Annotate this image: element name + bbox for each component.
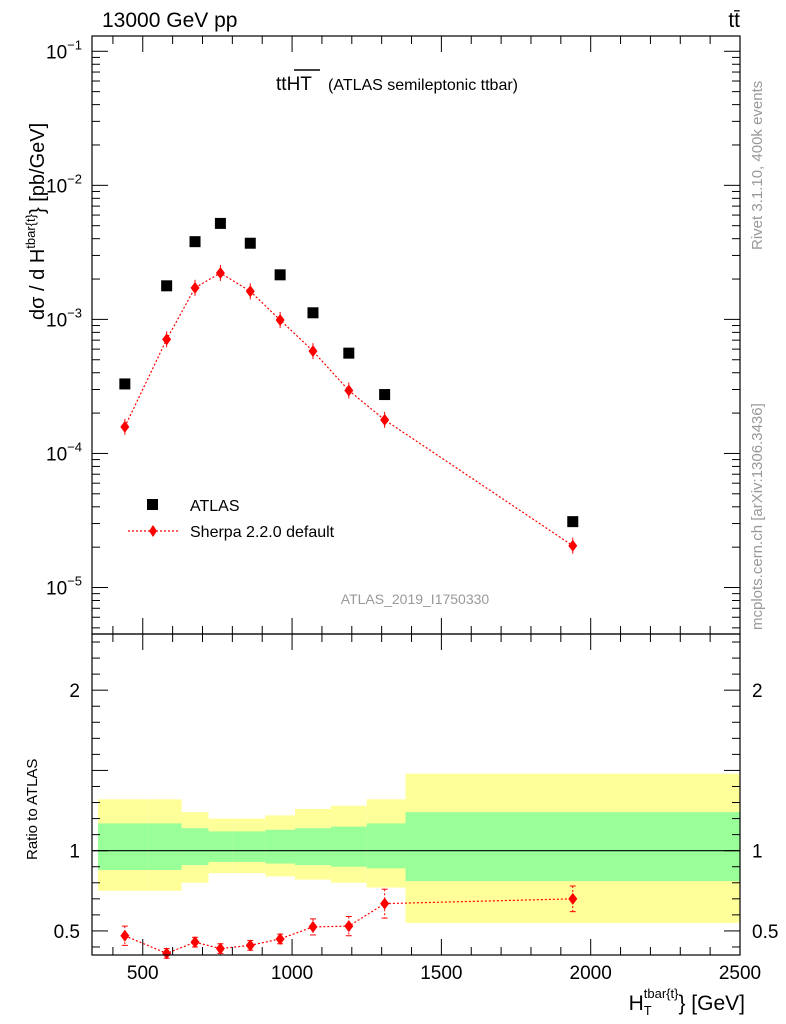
atlas-point	[274, 269, 286, 281]
atlas-point	[307, 307, 319, 319]
mc-point	[162, 333, 172, 346]
ratio-ylabel: Ratio to ATLAS	[24, 759, 41, 860]
atlas-point	[343, 347, 355, 359]
ytick-exp: −2	[67, 171, 82, 186]
ratio-ytick-label-right: 1	[752, 842, 763, 863]
band-inner	[97, 823, 149, 870]
ratio-mc-point	[275, 932, 285, 945]
xlabel-sup: tbar{t}	[644, 986, 679, 1001]
ratio-ytick-label-left: 0.5	[54, 922, 80, 943]
legend-mc-marker	[149, 525, 157, 537]
axes-frames	[91, 35, 741, 956]
xlabel-sub: T	[644, 1003, 652, 1018]
ratio-mc-point	[308, 920, 318, 933]
ratio-mc-point	[568, 892, 578, 905]
band-inner	[208, 831, 233, 862]
xlabel-suffix: } [GeV]	[678, 992, 745, 1015]
ratio-xtick-label: 2500	[719, 963, 761, 984]
band-inner	[265, 829, 296, 864]
process-label: tt̄	[728, 9, 740, 32]
ratio-mc-point	[190, 936, 200, 949]
mcplots-label: mcplots.cern.ch [arXiv:1306.3436]	[749, 403, 766, 630]
ytick-base: 10	[46, 579, 67, 600]
mc-point	[215, 266, 225, 279]
ytick-exp: −4	[67, 439, 82, 454]
ratio-mc-line	[124, 898, 573, 955]
plot-title-main: ttHT	[276, 74, 312, 95]
band-inner	[366, 823, 406, 869]
ratio-xlabel: HTtbar{t}} [GeV]	[629, 986, 745, 1018]
plot-title: ttHT (ATLAS semileptonic ttbar)	[276, 69, 518, 95]
mc-point	[344, 384, 354, 397]
ratio-mc-point	[162, 947, 172, 960]
ratio-mc-series	[120, 885, 578, 960]
mc-point	[308, 345, 318, 358]
ytick-exp: −3	[67, 305, 82, 320]
main-ylabel: dσ / d Htbar{t}} [pb/GeV]	[23, 123, 49, 320]
band-inner	[330, 826, 367, 867]
legend-atlas-marker	[147, 499, 158, 510]
ratio-uncertainty-bands	[97, 773, 740, 923]
atlas-point	[214, 217, 226, 229]
mc-point	[380, 413, 390, 426]
main-ytick-label: 10−3	[46, 305, 82, 331]
ratio-mc-point	[120, 929, 130, 942]
ratio-mc-point	[380, 897, 390, 910]
plot-title-suffix: (ATLAS semileptonic ttbar)	[328, 77, 518, 94]
legend-mc-label: Sherpa 2.2.0 default	[190, 524, 335, 541]
atlas-point	[119, 378, 131, 390]
ratio-xtick-label: 2000	[570, 963, 612, 984]
ratio-ytick-label-left: 2	[69, 681, 80, 702]
atlas-point	[189, 236, 201, 248]
axis-ticks	[92, 36, 741, 955]
ytick-exp: −5	[67, 574, 82, 589]
plot-title-tt: tt	[276, 74, 287, 95]
band-inner	[148, 823, 182, 870]
ratio-frame	[91, 633, 741, 956]
mc-point	[120, 420, 130, 433]
mc-point	[190, 281, 200, 294]
main-ytick-label: 10−1	[46, 37, 82, 63]
ytick-exp: −1	[67, 37, 82, 52]
ratio-xtick-label: 1000	[271, 963, 313, 984]
xlabel-main: H	[629, 992, 644, 1015]
mc-point	[275, 313, 285, 326]
ratio-mc-point	[344, 920, 354, 933]
mc-point	[245, 285, 255, 298]
main-ytick-label: 10−5	[46, 574, 82, 600]
axis-labels: 10−110−210−310−410−50.5 0.51 12 2500 1000 150…	[46, 37, 778, 984]
legend-atlas-label: ATLAS	[190, 498, 240, 515]
band-inner	[232, 831, 266, 862]
band-inner	[405, 812, 740, 882]
legend: ATLAS Sherpa 2.2.0 default	[128, 498, 335, 541]
ratio-xtick-label: 1500	[420, 963, 462, 984]
ratio-xtick-label: 500	[127, 963, 159, 984]
atlas-point	[161, 280, 173, 292]
ratio-ytick-label-right: 2	[752, 681, 763, 702]
mc-point	[568, 539, 578, 552]
atlas-point	[567, 516, 579, 528]
ratio-mc-point	[245, 939, 255, 952]
band-inner	[295, 828, 331, 866]
ratio-mc-point	[215, 942, 225, 955]
band-inner	[181, 828, 209, 866]
ytick-base: 10	[46, 42, 67, 63]
ratio-ytick-label-left: 1	[69, 842, 80, 863]
main-ytick-label: 10−2	[46, 171, 82, 197]
mc-line	[124, 272, 574, 547]
rivet-label: Rivet 3.1.10, 400k events	[749, 81, 766, 250]
ytick-base: 10	[46, 176, 67, 197]
energy-label: 13000 GeV pp	[102, 9, 237, 32]
main-ytick-label: 10−4	[46, 439, 82, 465]
main-frame	[91, 35, 741, 635]
ytick-base: 10	[46, 444, 67, 465]
atlas-point	[379, 389, 391, 401]
atlas-point	[244, 237, 256, 249]
ytick-base: 10	[46, 310, 67, 331]
ratio-ytick-label-right: 0.5	[752, 922, 778, 943]
plot-title-ht: HT	[287, 74, 313, 95]
main-series	[119, 217, 579, 554]
analysis-id: ATLAS_2019_I1750330	[341, 591, 490, 607]
